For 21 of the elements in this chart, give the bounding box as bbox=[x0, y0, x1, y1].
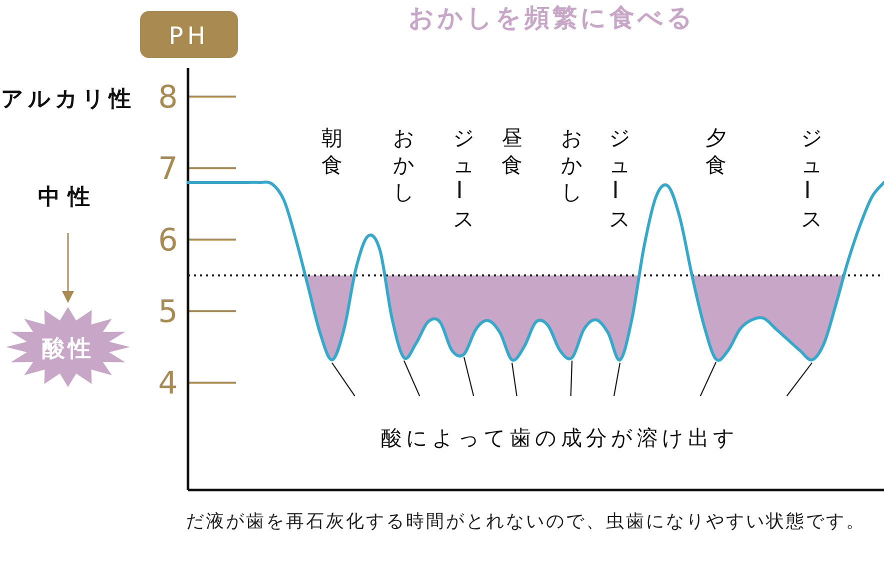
text: 中性 bbox=[38, 185, 98, 210]
y-axis-title: PH bbox=[168, 22, 210, 50]
text: アルカリ性 bbox=[1, 87, 135, 112]
y-tick-label: 6 bbox=[158, 222, 178, 259]
line-series bbox=[186, 180, 884, 362]
annotation: ジュース bbox=[446, 126, 475, 231]
annotation: 昼食 bbox=[502, 126, 522, 177]
y-tick-label: 7 bbox=[158, 151, 178, 188]
chart-title: おかしを頻繁に食べる bbox=[408, 3, 696, 32]
annotation: おかし bbox=[561, 126, 583, 204]
annotation: ジュース bbox=[794, 126, 823, 231]
annotation: 夕食 bbox=[706, 126, 726, 177]
y-tick-label: 4 bbox=[158, 366, 178, 402]
annotation: ジュース bbox=[602, 126, 631, 231]
text: だ液が歯を再石灰化する時間がとれないので、虫歯になりやすい状態です。 bbox=[186, 510, 867, 534]
annotation: 酸によって歯の成分が溶け出す bbox=[381, 426, 739, 450]
y-tick-label: 8 bbox=[158, 80, 178, 116]
text: 酸性 bbox=[42, 336, 94, 362]
annotation: 朝食 bbox=[322, 126, 342, 177]
y-tick-label: 5 bbox=[158, 294, 178, 330]
annotation: おかし bbox=[393, 126, 415, 204]
